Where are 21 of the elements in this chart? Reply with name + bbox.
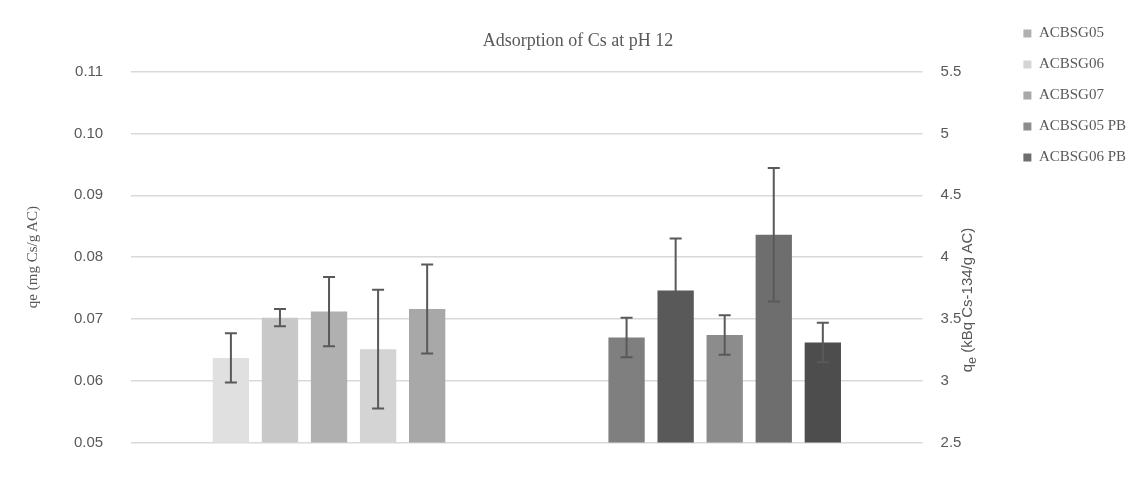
y-tick-label: 0.05 (73, 432, 104, 450)
y-tick-label: 0.10 (73, 123, 104, 141)
legend-label: ACBSG06 PB (1038, 148, 1127, 165)
y2-tick-label: 3.5 (940, 309, 962, 327)
y-tick-label: 0.08 (73, 247, 104, 265)
y2-tick-label: 2.5 (940, 432, 962, 450)
y2-tick-label: 4.5 (940, 185, 962, 203)
y2-tick-label: 5 (940, 123, 949, 141)
y-tick-label: 0.09 (73, 185, 104, 203)
legend-label: ACBSG05 PB (1038, 117, 1127, 134)
y2-tick-label: 4 (940, 247, 949, 265)
legend-label: ACBSG05 (1038, 24, 1104, 41)
y-tick-label: 0.11 (75, 61, 104, 79)
y-tick-label: 0.06 (73, 370, 104, 388)
legend-label: ACBSG07 (1038, 86, 1105, 103)
y2-tick-label: 3 (940, 370, 949, 388)
y2-tick-label: 5.5 (940, 61, 962, 79)
y-tick-label: 0.07 (73, 309, 104, 327)
legend-label: ACBSG06 (1038, 55, 1105, 72)
chart-title: Adsorption of Cs at pH 12 (482, 29, 674, 50)
y-axis-title: qe (mg Cs/g AC) (23, 206, 41, 309)
